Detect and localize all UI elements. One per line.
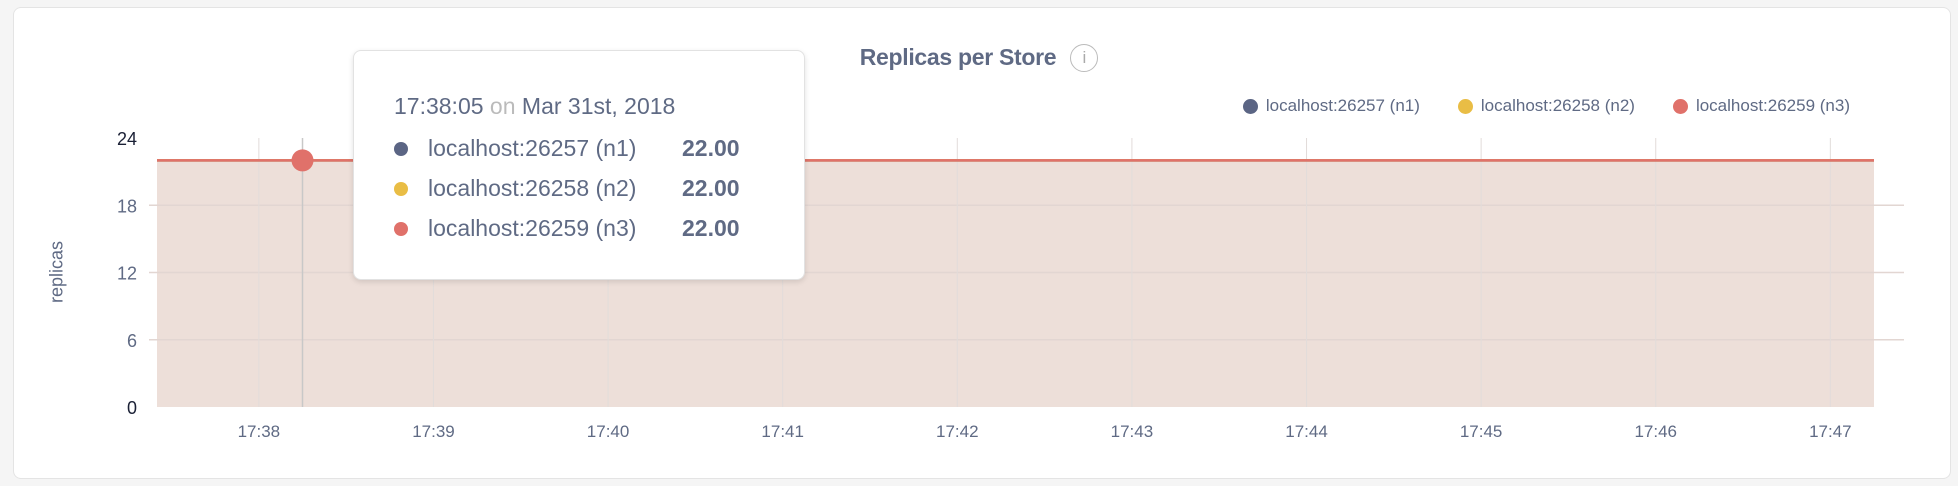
x-tick-label: 17:47: [1809, 422, 1852, 441]
tooltip-row: localhost:26259 (n3) 22.00: [394, 215, 740, 242]
tooltip: 17:38:05 on Mar 31st, 2018 localhost:262…: [353, 50, 805, 280]
legend: localhost:26257 (n1) localhost:26258 (n2)…: [1242, 96, 1850, 116]
y-tick-label: 18: [117, 196, 137, 216]
x-tick-label: 17:41: [761, 422, 804, 441]
tooltip-value: 22.00: [682, 175, 740, 201]
tooltip-row: localhost:26258 (n2) 22.00: [394, 175, 740, 202]
tooltip-on: on: [489, 93, 516, 119]
chart-title: Replicas per Store: [859, 44, 1057, 70]
x-tick-label: 17:43: [1111, 422, 1154, 441]
series-dot-icon: [394, 221, 408, 236]
legend-dot-icon: [1457, 98, 1473, 114]
chart-title-wrap: Replicas per Store i: [0, 44, 1958, 72]
x-tick-label: 17:38: [238, 422, 281, 441]
legend-label: localhost:26259 (n3): [1695, 96, 1850, 115]
legend-item[interactable]: localhost:26259 (n3): [1672, 96, 1850, 116]
tooltip-series-name: localhost:26257 (n1): [428, 135, 637, 161]
tooltip-time: 17:38:05: [394, 93, 484, 119]
y-tick-label: 24: [117, 129, 137, 149]
series-dot-icon: [394, 141, 408, 156]
series-dot-icon: [394, 181, 408, 196]
info-circle-icon[interactable]: i: [1070, 44, 1099, 72]
x-tick-label: 17:44: [1285, 422, 1328, 441]
tooltip-header: 17:38:05 on Mar 31st, 2018: [394, 93, 675, 120]
tooltip-series-name: localhost:26259 (n3): [428, 215, 637, 241]
x-tick-label: 17:46: [1634, 422, 1677, 441]
tooltip-row: localhost:26257 (n1) 22.00: [394, 135, 740, 162]
x-tick-label: 17:42: [936, 422, 979, 441]
hover-point: [291, 149, 314, 172]
y-tick-label: 6: [127, 331, 137, 351]
y-axis-label: replicas: [46, 240, 67, 304]
legend-dot-icon: [1672, 98, 1688, 114]
y-tick-label: 0: [127, 398, 137, 418]
tooltip-value: 22.00: [682, 135, 740, 161]
legend-label: localhost:26257 (n1): [1265, 96, 1420, 115]
legend-item[interactable]: localhost:26258 (n2): [1457, 96, 1635, 116]
x-tick-label: 17:39: [412, 422, 455, 441]
x-tick-label: 17:45: [1460, 422, 1503, 441]
x-tick-label: 17:40: [587, 422, 630, 441]
tooltip-series-name: localhost:26258 (n2): [428, 175, 637, 201]
y-tick-label: 12: [117, 264, 137, 284]
legend-dot-icon: [1242, 98, 1258, 114]
tooltip-date: Mar 31st, 2018: [521, 93, 676, 119]
legend-label: localhost:26258 (n2): [1480, 96, 1635, 115]
legend-item[interactable]: localhost:26257 (n1): [1242, 96, 1420, 116]
tooltip-value: 22.00: [682, 215, 740, 241]
